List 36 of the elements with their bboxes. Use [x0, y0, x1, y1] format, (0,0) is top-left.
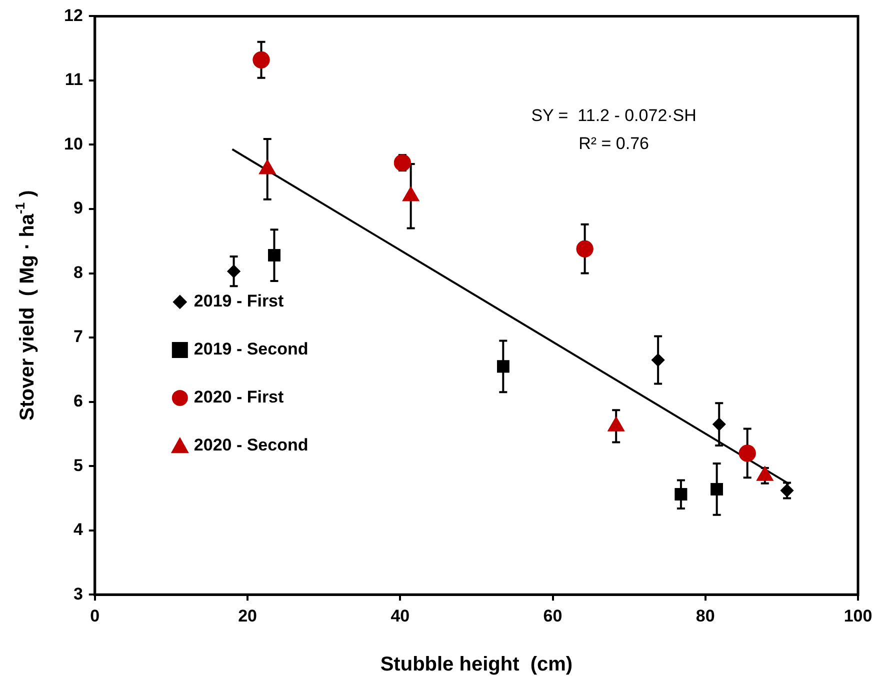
annotation: R² = 0.76	[578, 134, 650, 153]
point	[738, 444, 756, 462]
legend-label: 2020 - Second	[194, 436, 308, 455]
y-tick-label: 7	[73, 327, 83, 346]
point	[268, 249, 280, 262]
legend-label: 2019 - Second	[194, 340, 308, 359]
point	[780, 484, 794, 497]
point	[497, 360, 510, 373]
y-tick-label: 9	[73, 198, 83, 218]
x-tick-label: 0	[90, 606, 100, 626]
y-tick-label: 10	[64, 134, 83, 154]
legend-label: 2020 - First	[194, 388, 284, 407]
x-axis-title: Stubble height (cm)	[380, 654, 573, 676]
y-tick-label: 6	[73, 391, 83, 410]
point	[652, 354, 665, 367]
y-tick-label: 5	[73, 456, 83, 475]
point	[394, 154, 411, 172]
x-tick-label: 80	[696, 606, 715, 626]
point	[576, 240, 594, 258]
legend-label: 2019 - First	[194, 292, 284, 311]
point	[710, 483, 723, 496]
y-tick-label: 11	[64, 70, 83, 90]
x-tick-label: 20	[238, 606, 257, 626]
y-tick-label: 8	[73, 262, 83, 282]
y-tick-label: 3	[73, 584, 83, 604]
y-tick-label: 12	[64, 6, 83, 25]
point	[227, 264, 240, 278]
point	[252, 51, 270, 68]
x-tick-label: 100	[844, 606, 872, 626]
x-tick-label: 40	[390, 606, 410, 626]
y-axis-title: Stover yield ( Mg · ha-1 )	[12, 190, 39, 421]
point	[712, 418, 726, 431]
annotation: SY = 11.2 - 0.072·SH	[531, 106, 696, 125]
x-tick-label: 60	[543, 606, 562, 626]
point	[674, 488, 688, 500]
y-tick-label: 4	[73, 520, 84, 540]
